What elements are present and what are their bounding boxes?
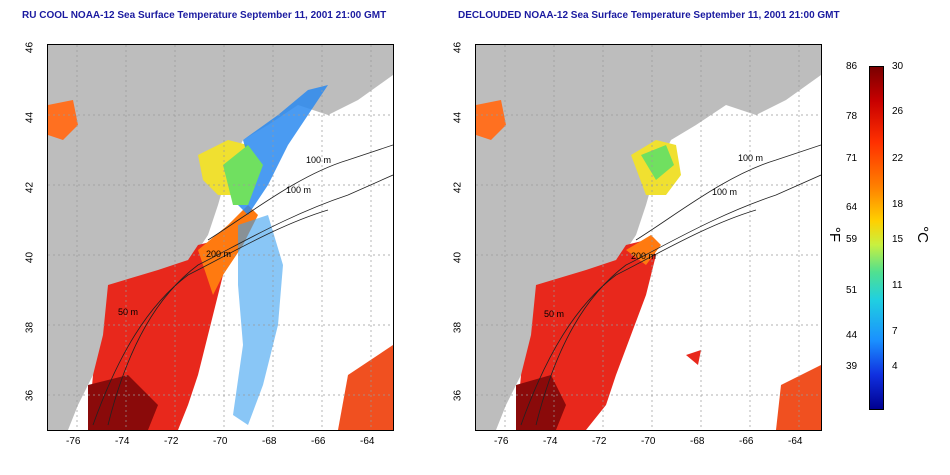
contour-label-100m: 100 m [306,155,331,165]
orange-band [626,235,661,265]
celsius-label: 30 [892,61,904,72]
north-warm-patch [48,100,78,140]
fahrenheit-label: 59 [846,234,858,245]
lat-tick: 36 [24,389,36,402]
fahrenheit-label: 44 [846,330,858,341]
right-map-title: DECLOUDED NOAA-12 Sea Surface Temperatur… [458,10,840,21]
lat-tick: 46 [452,41,464,54]
land-mass [48,45,393,430]
lat-tick: 44 [24,111,36,124]
contour-label-200m: 200 m [206,249,231,259]
hot-core [88,375,158,430]
lon-tick: -68 [262,436,277,447]
bathymetry-contours [520,144,821,426]
contour-label-100m-b: 100 m [712,187,737,197]
fahrenheit-label: 51 [846,285,858,296]
fahrenheit-label: 78 [846,111,858,122]
lat-tick: 44 [452,111,464,124]
right-map-canvas: 100 m 100 m 200 m 50 m [476,45,821,430]
lon-tick: -70 [213,436,228,447]
celsius-unit: °C [913,226,931,243]
contour-label-100m-b: 100 m [286,185,311,195]
celsius-label: 7 [892,326,898,337]
left-map-panel: 100 m 100 m 200 m 50 m [47,44,394,431]
lat-tick: 40 [452,251,464,264]
hot-core [516,375,566,430]
blue-streaks [233,215,283,425]
celsius-label: 11 [892,280,903,291]
lon-tick: -72 [164,436,179,447]
left-map-title: RU COOL NOAA-12 Sea Surface Temperature … [22,10,387,21]
lon-tick: -64 [360,436,375,447]
celsius-label: 26 [892,106,904,117]
lon-tick: -74 [543,436,558,447]
lat-tick: 42 [452,181,464,194]
graticule [476,45,821,430]
celsius-label: 15 [892,234,904,245]
lon-tick: -66 [739,436,754,447]
lon-tick: -74 [115,436,130,447]
green-strip [223,145,263,205]
offshore-warm [776,365,821,430]
contour-label-50m: 50 m [118,307,138,317]
small-warm-patch [686,350,701,365]
lon-tick: -72 [592,436,607,447]
lat-tick: 46 [24,41,36,54]
temperature-colorbar [869,66,884,410]
lon-tick: -68 [690,436,705,447]
land-mass [476,45,821,430]
lon-tick: -70 [641,436,656,447]
lon-tick: -76 [494,436,509,447]
lon-tick: -64 [788,436,803,447]
fahrenheit-label: 86 [846,61,858,72]
celsius-label: 22 [892,153,904,164]
contour-label-100m: 100 m [738,153,763,163]
graticule [48,45,393,430]
cool-strip [238,85,328,215]
lon-tick: -66 [311,436,326,447]
lon-tick: -76 [66,436,81,447]
lat-tick: 42 [24,181,36,194]
contour-label-200m: 200 m [631,251,656,261]
lat-tick: 38 [24,321,36,334]
bathymetry-contours [92,144,393,426]
green-patch [641,145,674,180]
fahrenheit-unit: °F [826,226,844,243]
lat-tick: 38 [452,321,464,334]
celsius-label: 4 [892,361,898,372]
contour-label-50m: 50 m [544,309,564,319]
north-warm-patch [476,100,506,140]
left-map-canvas: 100 m 100 m 200 m 50 m [48,45,393,430]
lat-tick: 36 [452,389,464,402]
lat-tick: 40 [24,251,36,264]
offshore-warm [338,345,393,430]
celsius-label: 18 [892,199,904,210]
fahrenheit-label: 64 [846,202,858,213]
right-map-panel: 100 m 100 m 200 m 50 m [475,44,822,431]
fahrenheit-label: 71 [846,153,858,164]
fahrenheit-label: 39 [846,361,858,372]
